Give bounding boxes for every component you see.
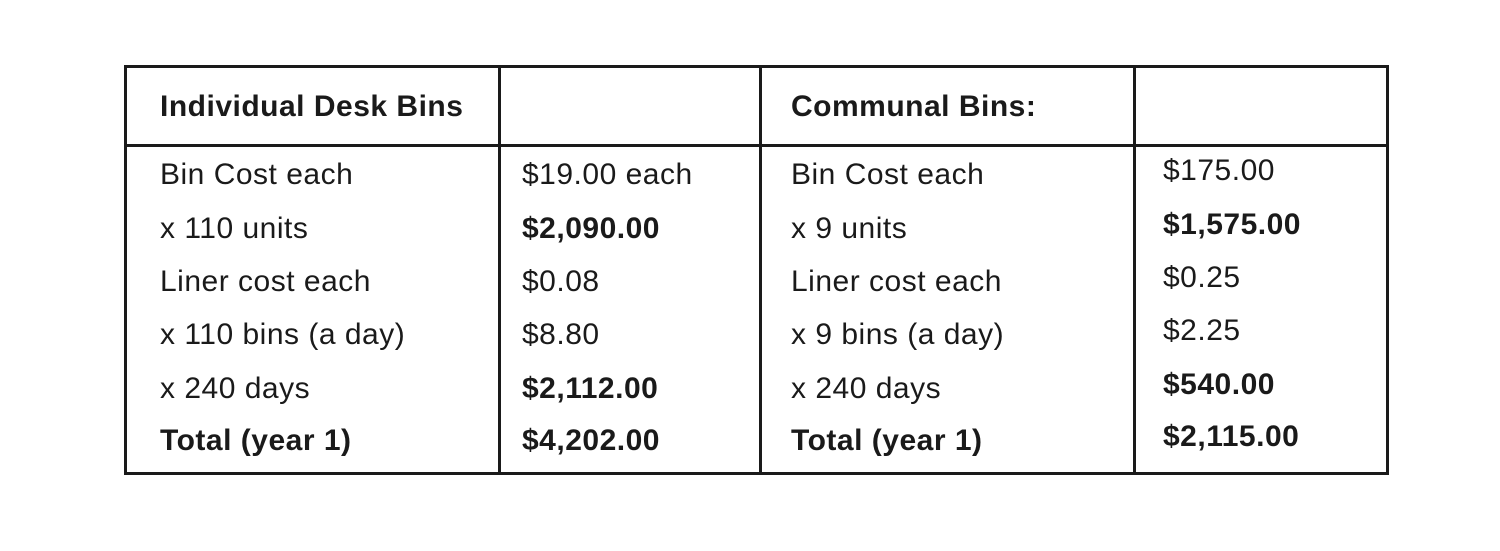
row-5-right-value: $540.00	[1163, 368, 1275, 401]
row-6-left-label: Total (year 1)	[160, 424, 352, 457]
row-3-right-label: Liner cost each	[791, 265, 1002, 298]
header-communal-bins: Communal Bins:	[791, 90, 1037, 123]
cost-table	[124, 65, 1389, 475]
row-2-left-label: x 110 units	[160, 212, 309, 245]
row-1-left-value: $19.00 each	[522, 158, 693, 191]
row-6-right-label: Total (year 1)	[791, 424, 983, 457]
row-5-right-label: x 240 days	[791, 372, 942, 405]
row-3-left-value: $0.08	[522, 265, 600, 298]
column-divider	[759, 65, 762, 475]
row-2-left-value: $2,090.00	[522, 212, 660, 245]
row-2-right-value: $1,575.00	[1163, 208, 1301, 241]
row-5-left-label: x 240 days	[160, 372, 311, 405]
row-1-right-label: Bin Cost each	[791, 158, 985, 191]
row-4-left-label: x 110 bins (a day)	[160, 318, 406, 351]
column-divider	[1133, 65, 1136, 475]
row-4-right-value: $2.25	[1163, 314, 1241, 347]
row-1-right-value: $175.00	[1163, 154, 1275, 187]
header-individual-desk-bins: Individual Desk Bins	[160, 90, 464, 123]
row-2-right-label: x 9 units	[791, 212, 908, 245]
row-3-right-value: $0.25	[1163, 261, 1241, 294]
row-6-right-value: $2,115.00	[1163, 420, 1300, 453]
row-5-left-value: $2,112.00	[522, 372, 659, 405]
row-4-left-value: $8.80	[522, 318, 600, 351]
row-6-left-value: $4,202.00	[522, 424, 660, 457]
row-3-left-label: Liner cost each	[160, 265, 371, 298]
column-divider	[498, 65, 501, 475]
row-4-right-label: x 9 bins (a day)	[791, 318, 1005, 351]
header-divider	[124, 144, 1389, 147]
row-1-left-label: Bin Cost each	[160, 158, 354, 191]
